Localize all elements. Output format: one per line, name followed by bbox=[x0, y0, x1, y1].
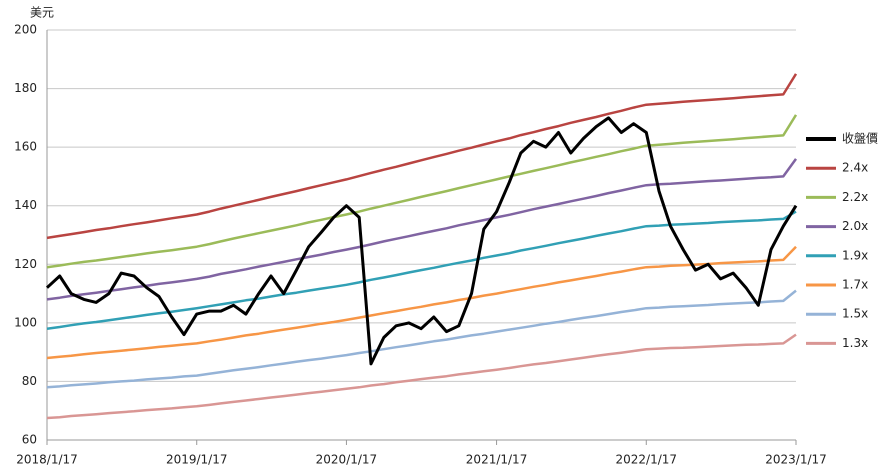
x-tick-label: 2020/1/17 bbox=[316, 453, 378, 467]
x-tick-label: 2023/1/17 bbox=[765, 453, 827, 467]
y-tick-label: 120 bbox=[14, 257, 37, 271]
legend-label: 1.3x bbox=[842, 336, 868, 350]
y-tick-label: 200 bbox=[14, 23, 37, 37]
series-line bbox=[46, 333, 797, 420]
legend-label: 2.4x bbox=[842, 161, 868, 175]
x-tick-label: 2021/1/17 bbox=[466, 453, 528, 467]
legend-label: 1.9x bbox=[842, 248, 868, 262]
series-line bbox=[46, 245, 797, 360]
y-tick-label: 60 bbox=[22, 433, 37, 447]
y-tick-label: 180 bbox=[14, 81, 37, 95]
series-line bbox=[46, 210, 797, 330]
y-tick-label: 140 bbox=[14, 198, 37, 212]
legend-label: 1.5x bbox=[842, 307, 868, 321]
y-tick-label: 100 bbox=[14, 315, 37, 329]
legend-label: 收盤價 bbox=[842, 132, 878, 146]
series-line bbox=[46, 114, 798, 269]
y-tick-label: 160 bbox=[14, 140, 37, 154]
series-line bbox=[45, 116, 798, 366]
y-tick-label: 80 bbox=[22, 374, 37, 388]
x-tick-label: 2019/1/17 bbox=[166, 453, 228, 467]
series-line bbox=[46, 158, 798, 301]
series-line bbox=[46, 289, 797, 389]
legend-label: 1.7x bbox=[842, 278, 868, 292]
legend-label: 2.2x bbox=[842, 190, 868, 204]
y-axis-label: 美元 bbox=[30, 6, 54, 20]
series-line bbox=[46, 73, 798, 240]
legend-label: 2.0x bbox=[842, 219, 868, 233]
x-tick-label: 2018/1/17 bbox=[16, 453, 78, 467]
x-tick-label: 2022/1/17 bbox=[616, 453, 678, 467]
